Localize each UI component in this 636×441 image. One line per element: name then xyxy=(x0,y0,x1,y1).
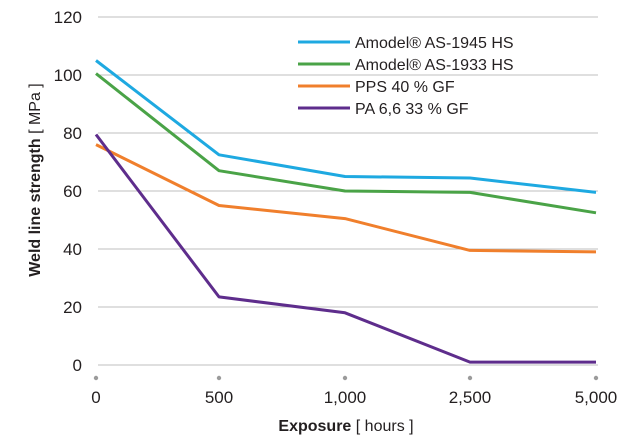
x-tick-label: 2,500 xyxy=(449,388,492,407)
x-tick-label: 500 xyxy=(205,388,233,407)
x-axis-title-main: Exposure xyxy=(278,418,351,435)
x-axis-title-unit: [ hours ] xyxy=(356,418,414,435)
legend-label-2: Amodel® AS-1933 HS xyxy=(355,57,514,74)
series-line-1 xyxy=(95,59,597,194)
y-axis-title: Weld line strength [ MPa ] xyxy=(27,83,44,277)
legend: Amodel® AS-1945 HS Amodel® AS-1933 HS PPS … xyxy=(298,35,514,118)
x-tick-label: 0 xyxy=(91,388,100,407)
x-tick-label: 5,000 xyxy=(575,388,618,407)
y-axis-title-unit: [ MPa ] xyxy=(27,83,44,134)
series-line-4 xyxy=(94,133,596,364)
y-axis-title-main: Weld line strength xyxy=(27,138,44,276)
y-tick-label: 80 xyxy=(63,124,82,143)
y-tick-label: 60 xyxy=(63,182,82,201)
y-tick-label: 100 xyxy=(54,66,82,85)
x-tick-dot xyxy=(93,375,99,381)
series-line-2 xyxy=(95,72,597,215)
x-axis-ticks: 0 500 1,000 2,500 5,000 xyxy=(91,375,618,407)
x-tick-dot xyxy=(467,375,473,381)
y-tick-label: 0 xyxy=(73,356,82,375)
y-axis-ticks: 0 20 40 60 80 100 120 xyxy=(54,8,82,375)
y-tick-label: 120 xyxy=(54,8,82,27)
x-tick-label: 1,000 xyxy=(324,388,367,407)
x-axis-title: Exposure [ hours ] xyxy=(278,418,413,435)
x-tick-dot xyxy=(593,375,599,381)
series-lines xyxy=(94,59,597,364)
x-tick-dot xyxy=(342,375,348,381)
y-tick-label: 40 xyxy=(63,240,82,259)
series-line-3 xyxy=(95,143,597,254)
y-tick-label: 20 xyxy=(63,298,82,317)
legend-label-4: PA 6,6 33 % GF xyxy=(355,101,469,118)
x-tick-dot xyxy=(216,375,222,381)
legend-label-1: Amodel® AS-1945 HS xyxy=(355,35,514,52)
legend-label-3: PPS 40 % GF xyxy=(355,79,455,96)
